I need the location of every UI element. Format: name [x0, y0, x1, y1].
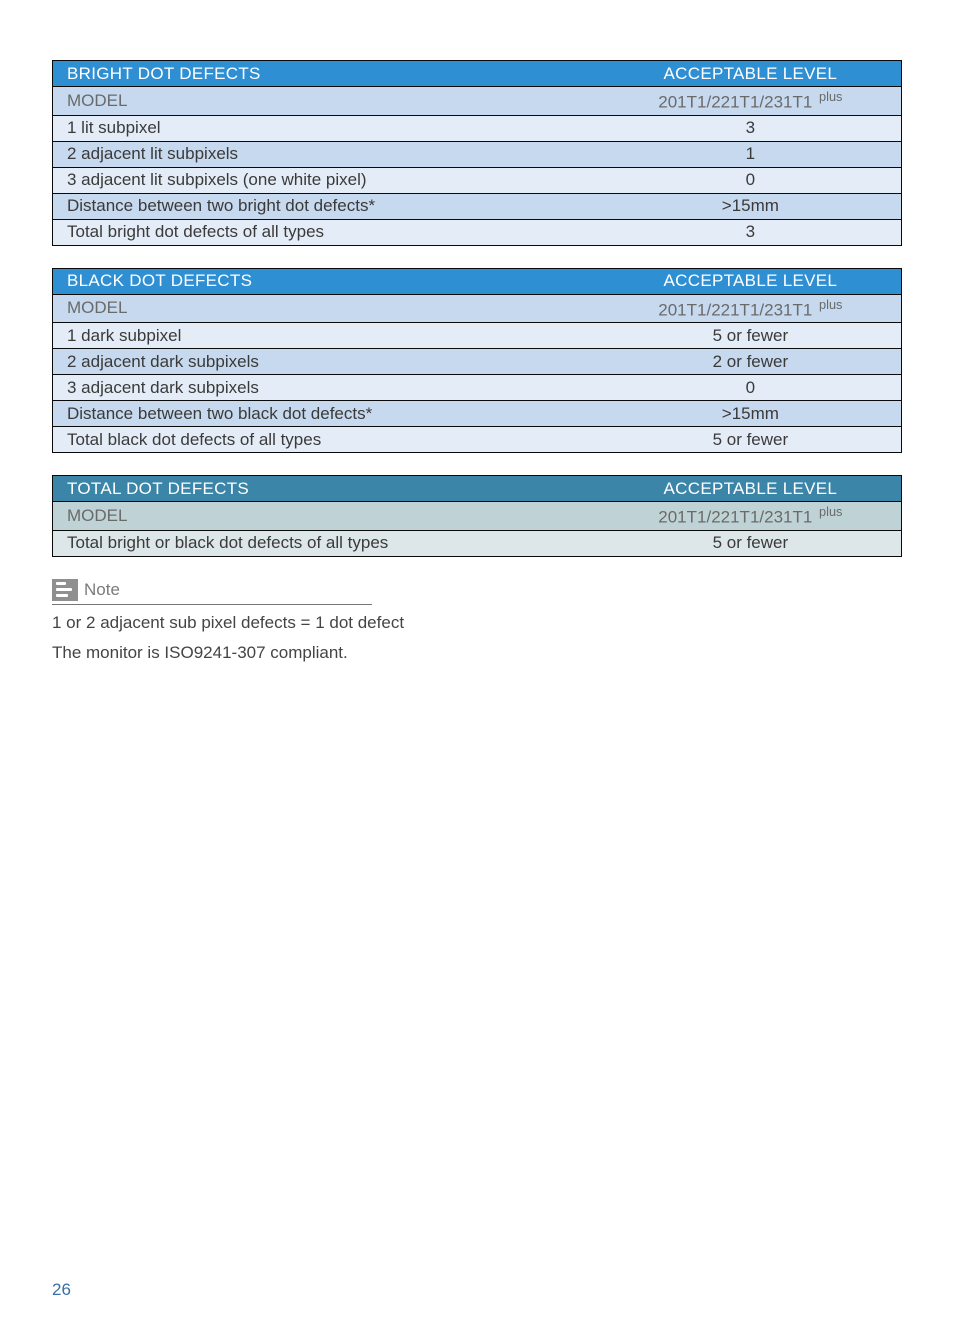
table-row: Total bright dot defects of all types3	[53, 220, 901, 246]
table-header-right: ACCEPTABLE LEVEL	[596, 61, 901, 87]
note-icon	[52, 579, 78, 601]
table-total: TOTAL DOT DEFECTSACCEPTABLE LEVELMODEL20…	[52, 475, 902, 557]
table-cell-label: Total bright dot defects of all types	[53, 220, 596, 246]
table-header-right: ACCEPTABLE LEVEL	[596, 269, 901, 295]
table-cell-value: >15mm	[596, 401, 901, 427]
table-cell-label: 3 adjacent lit subpixels (one white pixe…	[53, 168, 596, 194]
note-block: Note 1 or 2 adjacent sub pixel defects =…	[52, 579, 902, 663]
table-cell-label: Total black dot defects of all types	[53, 427, 596, 453]
table-cell-value: 3	[596, 116, 901, 142]
table-black: BLACK DOT DEFECTSACCEPTABLE LEVELMODEL20…	[52, 268, 902, 454]
table-row: Distance between two bright dot defects*…	[53, 194, 901, 220]
table-cell-value: 0	[596, 375, 901, 401]
table-cell-label: MODEL	[53, 295, 596, 324]
table-row: MODEL201T1/221T1/231T1 plus	[53, 295, 901, 324]
table-cell-value: 5 or fewer	[596, 531, 901, 557]
table-row: 1 lit subpixel3	[53, 116, 901, 142]
plus-superscript: plus	[819, 504, 842, 519]
table-cell-value: 3	[596, 220, 901, 246]
table-header-left: TOTAL DOT DEFECTS	[53, 476, 596, 502]
table-cell-label: MODEL	[53, 87, 596, 116]
table-cell-value: 2 or fewer	[596, 349, 901, 375]
table-cell-value: >15mm	[596, 194, 901, 220]
table-row: MODEL201T1/221T1/231T1 plus	[53, 502, 901, 531]
table-cell-value: 201T1/221T1/231T1 plus	[596, 502, 901, 531]
table-cell-label: Distance between two bright dot defects*	[53, 194, 596, 220]
table-cell-label: Distance between two black dot defects*	[53, 401, 596, 427]
table-row: 3 adjacent dark subpixels0	[53, 375, 901, 401]
table-header-right: ACCEPTABLE LEVEL	[596, 476, 901, 502]
table-cell-label: 1 lit subpixel	[53, 116, 596, 142]
table-header-row: BLACK DOT DEFECTSACCEPTABLE LEVEL	[53, 269, 901, 295]
plus-superscript: plus	[819, 297, 842, 312]
table-cell-label: 2 adjacent dark subpixels	[53, 349, 596, 375]
table-row: 3 adjacent lit subpixels (one white pixe…	[53, 168, 901, 194]
table-row: 2 adjacent dark subpixels2 or fewer	[53, 349, 901, 375]
table-cell-label: 2 adjacent lit subpixels	[53, 142, 596, 168]
table-header-row: TOTAL DOT DEFECTSACCEPTABLE LEVEL	[53, 476, 901, 502]
table-bright: BRIGHT DOT DEFECTSACCEPTABLE LEVELMODEL2…	[52, 60, 902, 246]
table-cell-label: 3 adjacent dark subpixels	[53, 375, 596, 401]
note-line-1: 1 or 2 adjacent sub pixel defects = 1 do…	[52, 613, 902, 633]
table-cell-value: 0	[596, 168, 901, 194]
table-cell-value: 201T1/221T1/231T1 plus	[596, 87, 901, 116]
table-header-left: BRIGHT DOT DEFECTS	[53, 61, 596, 87]
table-cell-label: 1 dark subpixel	[53, 323, 596, 349]
table-header-row: BRIGHT DOT DEFECTSACCEPTABLE LEVEL	[53, 61, 901, 87]
tables-container: BRIGHT DOT DEFECTSACCEPTABLE LEVELMODEL2…	[52, 60, 902, 557]
table-row: Total bright or black dot defects of all…	[53, 531, 901, 557]
table-row: 2 adjacent lit subpixels1	[53, 142, 901, 168]
table-cell-value: 5 or fewer	[596, 323, 901, 349]
table-header-left: BLACK DOT DEFECTS	[53, 269, 596, 295]
page-number: 26	[52, 1280, 71, 1300]
plus-superscript: plus	[819, 89, 842, 104]
note-line-2: The monitor is ISO9241-307 compliant.	[52, 643, 902, 663]
table-cell-value: 5 or fewer	[596, 427, 901, 453]
table-cell-value: 201T1/221T1/231T1 plus	[596, 295, 901, 324]
table-row: MODEL201T1/221T1/231T1 plus	[53, 87, 901, 116]
note-header: Note	[52, 579, 372, 605]
table-row: Total black dot defects of all types5 or…	[53, 427, 901, 453]
table-cell-label: MODEL	[53, 502, 596, 531]
note-label: Note	[84, 580, 120, 600]
table-row: 1 dark subpixel5 or fewer	[53, 323, 901, 349]
table-cell-value: 1	[596, 142, 901, 168]
table-row: Distance between two black dot defects*>…	[53, 401, 901, 427]
table-cell-label: Total bright or black dot defects of all…	[53, 531, 596, 557]
